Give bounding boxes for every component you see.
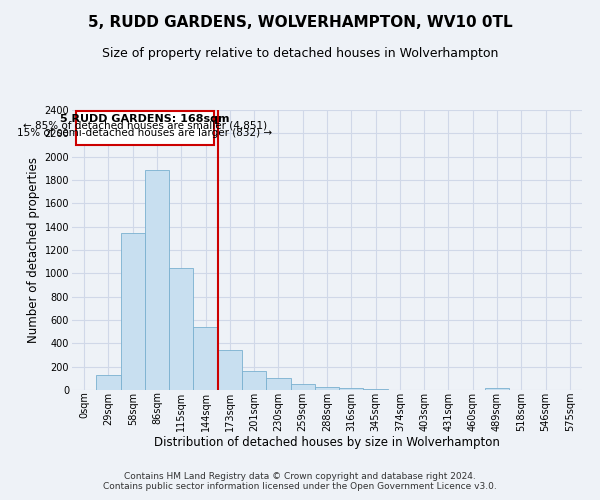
Y-axis label: Number of detached properties: Number of detached properties (28, 157, 40, 343)
FancyBboxPatch shape (76, 110, 214, 145)
Bar (266, 378, 290, 390)
Text: 5 RUDD GARDENS: 168sqm: 5 RUDD GARDENS: 168sqm (60, 114, 230, 124)
Bar (485, 388, 509, 390)
Bar (121, 232, 145, 390)
Text: Size of property relative to detached houses in Wolverhampton: Size of property relative to detached ho… (102, 48, 498, 60)
Text: 15% of semi-detached houses are larger (832) →: 15% of semi-detached houses are larger (… (17, 128, 272, 138)
Bar (96, 376, 121, 390)
Bar (218, 350, 242, 390)
Bar (364, 389, 388, 390)
Bar (315, 387, 339, 390)
Bar (339, 388, 364, 390)
X-axis label: Distribution of detached houses by size in Wolverhampton: Distribution of detached houses by size … (154, 436, 500, 450)
Text: 5, RUDD GARDENS, WOLVERHAMPTON, WV10 0TL: 5, RUDD GARDENS, WOLVERHAMPTON, WV10 0TL (88, 15, 512, 30)
Text: Contains public sector information licensed under the Open Government Licence v3: Contains public sector information licen… (103, 482, 497, 491)
Bar (290, 384, 315, 390)
Text: Contains HM Land Registry data © Crown copyright and database right 2024.: Contains HM Land Registry data © Crown c… (124, 472, 476, 481)
Bar (145, 170, 169, 390)
Bar (242, 371, 266, 390)
Bar (169, 268, 193, 390)
Text: ← 85% of detached houses are smaller (4,851): ← 85% of detached houses are smaller (4,… (23, 121, 267, 131)
Bar (193, 327, 218, 390)
